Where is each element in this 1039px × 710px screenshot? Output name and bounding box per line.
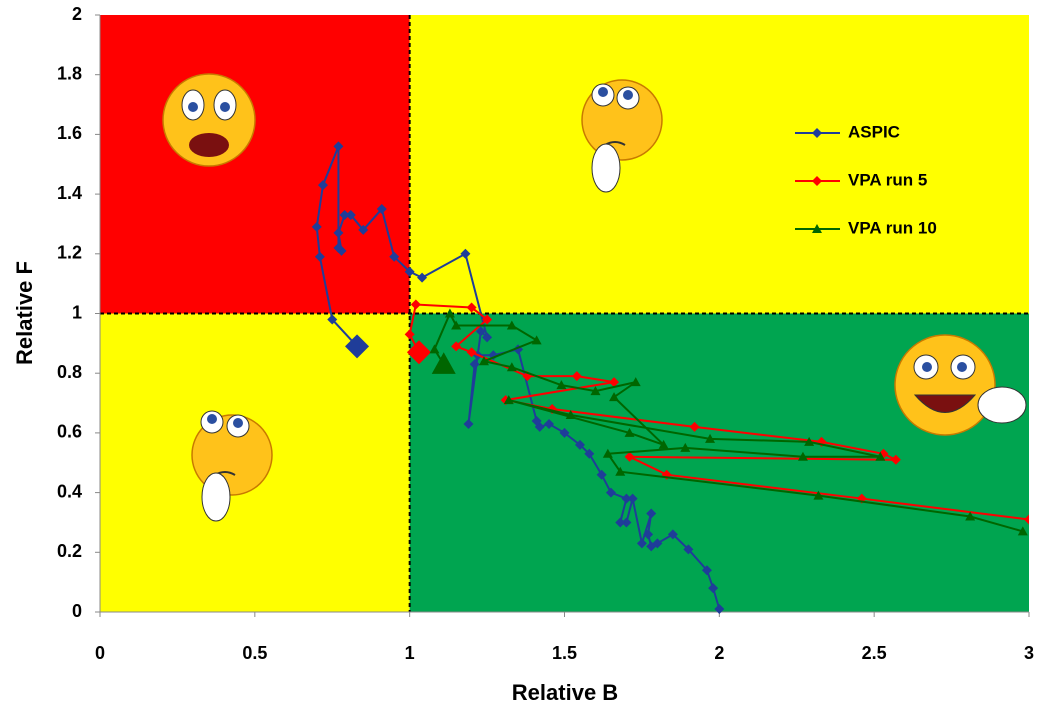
y-tick-label: 1.2 [57, 243, 82, 263]
legend-label: VPA run 5 [848, 170, 927, 189]
legend-label: VPA run 10 [848, 218, 937, 237]
y-tick-label: 1.4 [57, 183, 82, 203]
quadrant [100, 15, 410, 314]
y-tick-label: 0.8 [57, 362, 82, 382]
chart: 0 0.5 1 1.5 2 2.5 3 0 0.2 0.4 0.6 0.8 1 1.2 1.4 1.6 1.8 2… [0, 0, 1039, 710]
x-tick-label: 3 [1024, 643, 1034, 663]
x-tick-label: 1 [405, 643, 415, 663]
y-tick-label: 0.6 [57, 422, 82, 442]
legend-label: ASPIC [848, 122, 900, 141]
y-tick-label: 1.6 [57, 123, 82, 143]
quadrant [410, 15, 1029, 314]
y-tick-label: 0 [72, 601, 82, 621]
x-tick-label: 2 [714, 643, 724, 663]
y-tick-label: 1 [72, 302, 82, 322]
x-tick-label: 1.5 [552, 643, 577, 663]
scared-face [163, 74, 255, 166]
x-axis-title: Relative B [512, 680, 618, 705]
y-tick-label: 0.4 [57, 481, 82, 501]
y-tick-label: 1.8 [57, 63, 82, 83]
y-tick-label: 2 [72, 4, 82, 24]
x-tick-label: 2.5 [862, 643, 887, 663]
y-axis-title: Relative F [12, 261, 37, 365]
y-tick-label: 0.2 [57, 541, 82, 561]
x-tick-label: 0.5 [242, 643, 267, 663]
x-tick-label: 0 [95, 643, 105, 663]
